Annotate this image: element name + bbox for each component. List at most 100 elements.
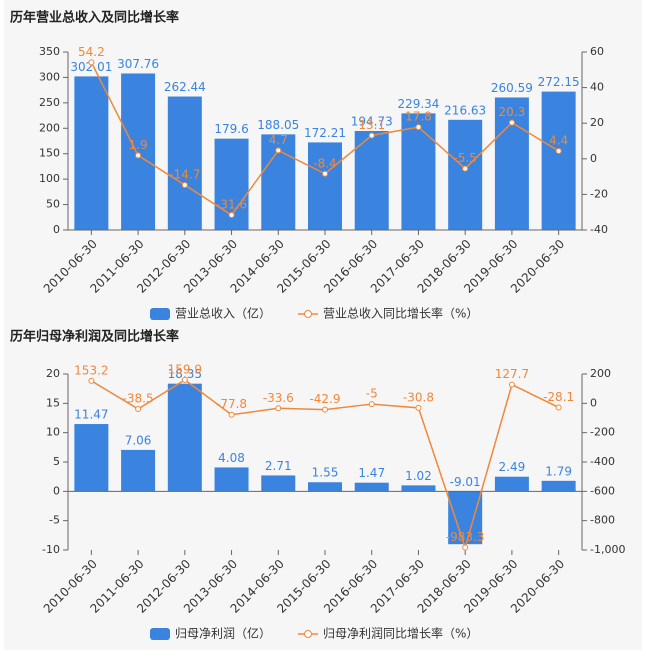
line-point bbox=[322, 170, 328, 177]
line-point bbox=[508, 119, 515, 126]
bar bbox=[354, 482, 389, 492]
y-tick-label: 15 bbox=[46, 396, 60, 409]
y-tick-label: 350 bbox=[39, 45, 60, 58]
line-value-label: -38.5 bbox=[123, 391, 154, 405]
line-point bbox=[322, 406, 328, 413]
bar-value-label: 1.55 bbox=[312, 466, 339, 480]
bar-value-label: 7.06 bbox=[125, 433, 152, 447]
bar-value-label: 307.76 bbox=[117, 57, 159, 71]
background bbox=[4, 0, 642, 650]
line-point bbox=[275, 147, 282, 154]
bar-value-label: 1.47 bbox=[358, 466, 385, 480]
bar bbox=[167, 383, 202, 492]
bar-value-label: 2.49 bbox=[499, 460, 526, 474]
line-value-label: -5 bbox=[366, 387, 378, 401]
y2-tick-label: 0 bbox=[590, 396, 597, 409]
y-tick-label: -5 bbox=[49, 514, 60, 527]
legend-swatch bbox=[150, 308, 170, 320]
bar bbox=[74, 76, 109, 230]
line-point bbox=[462, 165, 469, 172]
legend-label: 归母净利润（亿） bbox=[175, 626, 271, 641]
y2-tick-label: -40 bbox=[590, 223, 608, 236]
y2-tick-label: 60 bbox=[590, 45, 604, 58]
bar-value-label: 18.35 bbox=[168, 367, 202, 381]
y2-tick-label: -20 bbox=[590, 187, 608, 200]
y-tick-label: 250 bbox=[39, 96, 60, 109]
y-tick-label: 20 bbox=[46, 367, 60, 380]
legend-label: 营业总收入（亿） bbox=[175, 306, 271, 321]
line-value-label: -8.4 bbox=[313, 156, 336, 170]
line-value-label: 20.3 bbox=[499, 105, 526, 119]
bar bbox=[494, 97, 529, 230]
y-tick-label: 5 bbox=[53, 455, 60, 468]
line-point bbox=[275, 405, 282, 412]
y-tick-label: 100 bbox=[39, 172, 60, 185]
line-value-label: 4.7 bbox=[269, 133, 288, 147]
bar bbox=[494, 476, 529, 492]
line-value-label: 153.2 bbox=[74, 363, 108, 377]
bar-value-label: 4.08 bbox=[218, 451, 245, 465]
bar-value-label: 179.6 bbox=[214, 122, 248, 136]
bar bbox=[121, 73, 156, 230]
chart-title: 历年归母净利润及同比增长率 bbox=[10, 329, 179, 345]
line-value-label: -30.8 bbox=[403, 390, 434, 404]
line-value-label: 127.7 bbox=[495, 367, 529, 381]
line-value-label: -5.5 bbox=[453, 151, 476, 165]
y-tick-label: 10 bbox=[46, 426, 60, 439]
y-tick-label: 200 bbox=[39, 121, 60, 134]
line-value-label: -33.6 bbox=[263, 391, 294, 405]
line-value-label: 1.9 bbox=[129, 138, 148, 152]
bar-value-label: 262.44 bbox=[164, 80, 206, 94]
line-value-label: 17.8 bbox=[405, 110, 432, 124]
bar-value-label: 11.47 bbox=[74, 408, 108, 422]
y-tick-label: 150 bbox=[39, 147, 60, 160]
line-point bbox=[368, 132, 375, 139]
y2-tick-label: -400 bbox=[590, 455, 615, 468]
bar bbox=[167, 96, 202, 230]
bar bbox=[401, 485, 436, 492]
line-value-label: 54.2 bbox=[78, 45, 105, 59]
line-value-label: 13.1 bbox=[358, 118, 385, 132]
y-tick-label: 300 bbox=[39, 70, 60, 83]
bar bbox=[448, 491, 483, 545]
line-point bbox=[88, 377, 95, 384]
y2-tick-label: 200 bbox=[590, 367, 611, 380]
bar-value-label: 216.63 bbox=[444, 103, 486, 117]
bar bbox=[541, 480, 576, 492]
y2-tick-label: -200 bbox=[590, 426, 615, 439]
bar-value-label: 1.79 bbox=[545, 464, 572, 478]
legend-swatch-point bbox=[304, 310, 312, 318]
line-value-label: -28.1 bbox=[543, 390, 574, 404]
legend-label: 归母净利润同比增长率（%） bbox=[323, 626, 478, 641]
bar-value-label: 1.02 bbox=[405, 469, 432, 483]
line-value-label: 159.9 bbox=[168, 362, 202, 376]
legend-label: 营业总收入同比增长率（%） bbox=[323, 306, 478, 321]
line-value-label: -14.7 bbox=[169, 167, 200, 181]
bar-value-label: 272.15 bbox=[538, 75, 580, 89]
bar-value-label: 302.01 bbox=[70, 60, 112, 74]
line-point bbox=[462, 544, 469, 551]
line-point bbox=[555, 404, 562, 411]
y-tick-label: -10 bbox=[42, 543, 60, 556]
line-value-label: -983.3 bbox=[446, 530, 485, 544]
bar bbox=[261, 475, 296, 492]
line-point bbox=[368, 401, 375, 408]
y2-tick-label: 0 bbox=[590, 152, 597, 165]
chart-title: 历年营业总收入及同比增长率 bbox=[10, 10, 179, 26]
line-value-label: -31.6 bbox=[216, 198, 247, 212]
line-point bbox=[555, 147, 562, 154]
bar bbox=[74, 424, 109, 492]
bar-value-label: 229.34 bbox=[397, 97, 439, 111]
bar bbox=[354, 130, 389, 230]
line-point bbox=[88, 59, 95, 66]
line-value-label: 4.4 bbox=[549, 133, 568, 147]
bar-value-label: -9.01 bbox=[450, 475, 481, 489]
y2-tick-label: 40 bbox=[590, 81, 604, 94]
bar bbox=[308, 482, 342, 492]
y2-tick-label: 20 bbox=[590, 116, 604, 129]
line-value-label: -42.9 bbox=[309, 392, 340, 406]
y2-tick-label: -800 bbox=[590, 514, 615, 527]
y-tick-label: 50 bbox=[46, 198, 60, 211]
legend-swatch-point bbox=[304, 630, 312, 638]
